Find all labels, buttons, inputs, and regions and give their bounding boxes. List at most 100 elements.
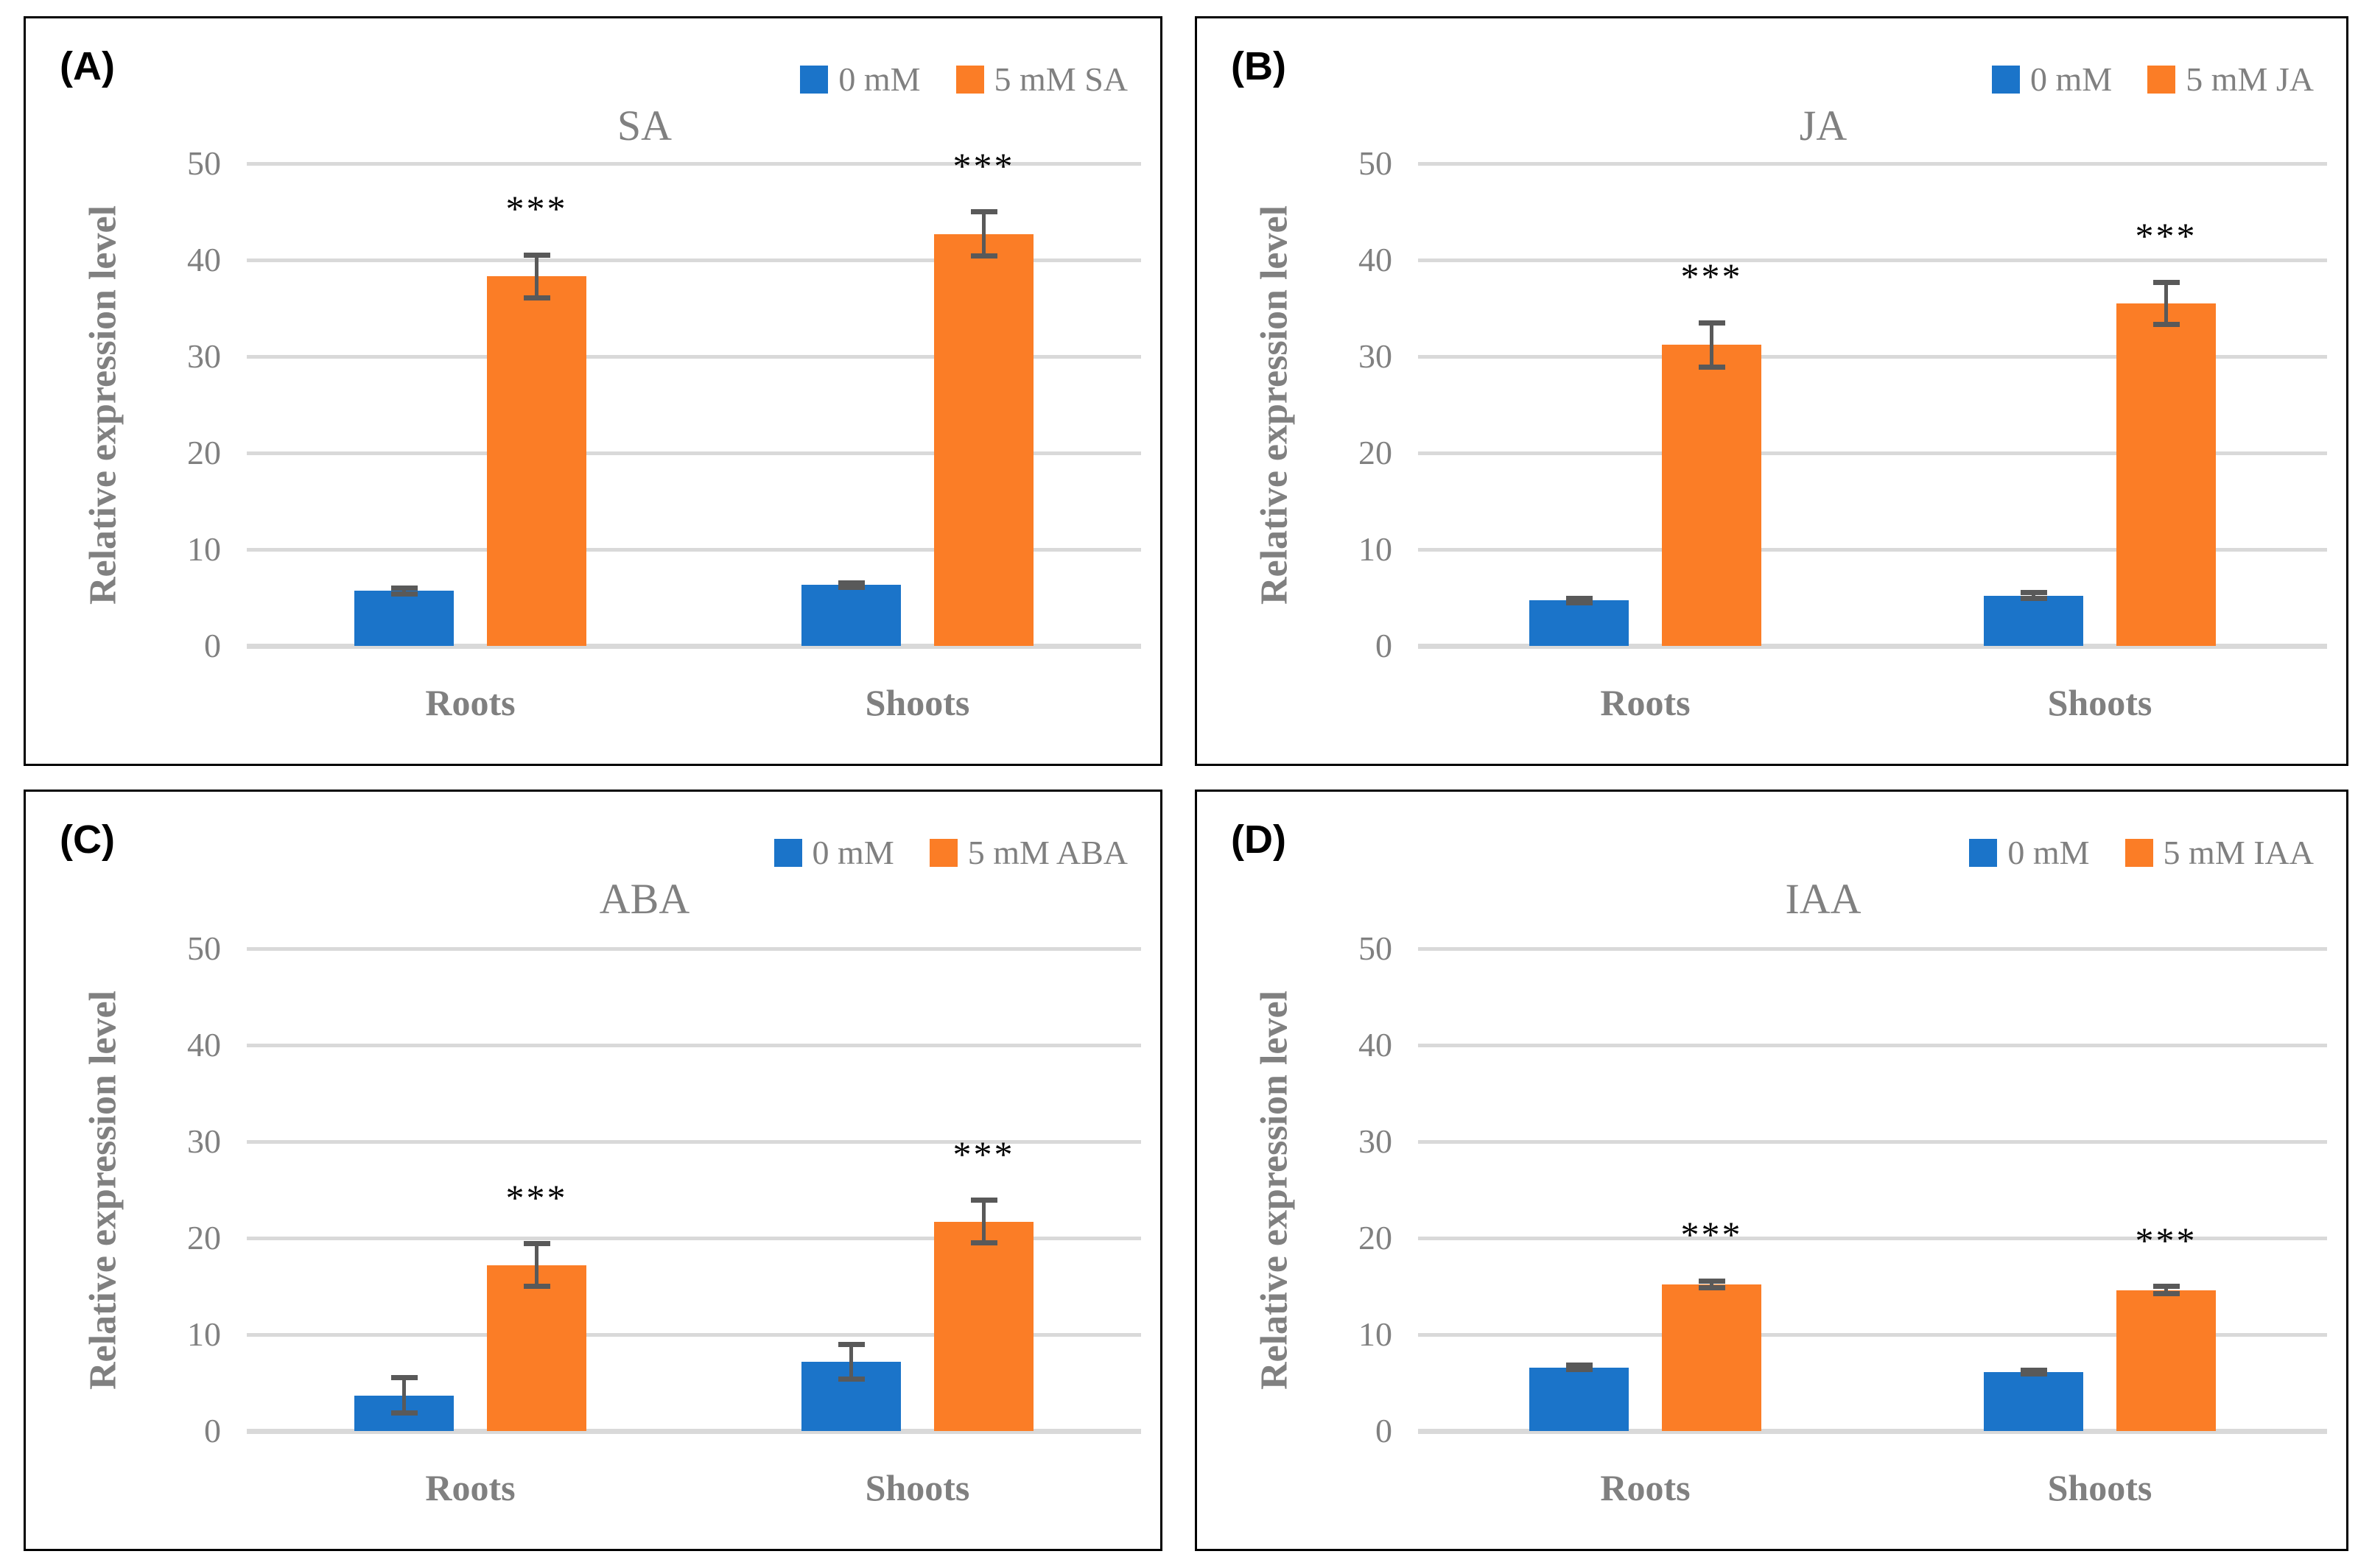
y-tick-label: 20 bbox=[1358, 1219, 1392, 1256]
error-bar-cap-top bbox=[523, 1241, 550, 1247]
error-bar-cap-bottom bbox=[2020, 1371, 2047, 1377]
chart-panel-d: (D) 0 mM 5 mM IAA IAA Relative expressio… bbox=[1195, 790, 2348, 1551]
y-tick-label: 0 bbox=[1375, 627, 1392, 664]
bar-treatment-shoots bbox=[2116, 1290, 2216, 1431]
legend-label-treatment: 5 mM ABA bbox=[967, 834, 1128, 871]
gridline-y10 bbox=[247, 547, 1141, 552]
legend-label-treatment: 5 mM IAA bbox=[2163, 834, 2314, 871]
gridline-y20 bbox=[1418, 1236, 2327, 1240]
legend-swatch-control bbox=[1969, 838, 1998, 867]
gridline-y20 bbox=[247, 451, 1141, 455]
error-bar-line bbox=[1710, 323, 1713, 368]
bar-treatment-roots bbox=[1662, 1284, 1761, 1431]
error-bar-cap-top bbox=[2020, 1367, 2047, 1373]
error-bar-cap-top bbox=[523, 252, 550, 258]
error-bar-cap-bottom bbox=[2020, 596, 2047, 602]
y-tick-label: 0 bbox=[204, 1412, 221, 1449]
error-bar-line bbox=[1710, 1281, 1713, 1288]
bar-control-roots bbox=[1529, 600, 1629, 646]
gridline-y20 bbox=[1418, 451, 2327, 455]
legend-a: 0 mM 5 mM SA bbox=[800, 60, 1128, 99]
error-bar-line bbox=[535, 1243, 538, 1287]
error-bar-cap-bottom bbox=[970, 253, 997, 259]
y-tick-label: 20 bbox=[1358, 434, 1392, 471]
plot-area-b: 0 10 20 30 40 50 Roots *** Shoots *** bbox=[1197, 18, 2346, 764]
error-bar-cap-top bbox=[970, 1198, 997, 1203]
gridline-y50 bbox=[247, 946, 1141, 951]
bar-control-shoots bbox=[1984, 595, 2083, 646]
category-label: Shoots bbox=[865, 682, 970, 723]
gridline-y30 bbox=[247, 354, 1141, 359]
significance-stars: *** bbox=[505, 188, 568, 230]
gridline-y40 bbox=[1418, 258, 2327, 262]
error-bar-cap-top bbox=[1565, 1363, 1593, 1368]
significance-stars: *** bbox=[2135, 215, 2197, 257]
y-tick-label: 20 bbox=[187, 434, 221, 471]
bar-treatment-shoots bbox=[2116, 303, 2216, 646]
gridline-y30 bbox=[247, 1139, 1141, 1144]
gridline-y30 bbox=[1418, 354, 2327, 359]
error-bar-cap-bottom bbox=[2152, 322, 2180, 328]
plot-area-d: 0 10 20 30 40 50 Roots *** Shoots *** bbox=[1197, 792, 2346, 1549]
legend-swatch-treatment bbox=[2124, 838, 2153, 867]
chart-panel-a: (A) 0 mM 5 mM SA SA Relative expression … bbox=[24, 16, 1162, 766]
chart-title-d: IAA bbox=[1785, 875, 1862, 923]
error-bar-line bbox=[2164, 282, 2168, 325]
category-label: Shoots bbox=[2047, 682, 2152, 723]
y-tick-label: 20 bbox=[187, 1219, 221, 1256]
chart-panel-b: (B) 0 mM 5 mM JA JA Relative expression … bbox=[1195, 16, 2348, 766]
bar-treatment-roots bbox=[487, 1265, 586, 1431]
gridline-y0 bbox=[1418, 643, 2327, 649]
y-tick-label: 50 bbox=[187, 929, 221, 967]
error-bar-cap-bottom bbox=[1565, 600, 1593, 606]
gridline-y50 bbox=[247, 161, 1141, 166]
error-bar-line bbox=[849, 1344, 853, 1379]
category-label: Shoots bbox=[2047, 1467, 2152, 1508]
y-tick-label: 40 bbox=[187, 1026, 221, 1064]
legend-swatch-treatment bbox=[929, 838, 958, 867]
significance-stars: *** bbox=[2135, 1219, 2197, 1261]
y-tick-label: 30 bbox=[1358, 1122, 1392, 1160]
significance-stars: *** bbox=[952, 1133, 1015, 1175]
legend-label-treatment: 5 mM SA bbox=[994, 60, 1128, 98]
bar-control-shoots bbox=[1984, 1372, 2083, 1431]
bar-treatment-roots bbox=[487, 276, 586, 646]
error-bar-cap-top bbox=[1565, 595, 1593, 601]
significance-stars: *** bbox=[505, 1176, 568, 1218]
gridline-y50 bbox=[1418, 161, 2327, 166]
bar-treatment-shoots bbox=[934, 233, 1034, 646]
bar-control-shoots bbox=[801, 585, 901, 646]
y-tick-label: 10 bbox=[1358, 530, 1392, 568]
error-bar-line bbox=[402, 588, 406, 594]
y-tick-label: 50 bbox=[1358, 929, 1392, 967]
plot-area-a: 0 10 20 30 40 50 Roots *** Shoots *** bbox=[26, 18, 1160, 764]
error-bar-cap-bottom bbox=[838, 584, 865, 590]
error-bar-cap-bottom bbox=[523, 295, 550, 300]
legend-swatch-control bbox=[1992, 65, 2020, 94]
error-bar-cap-top bbox=[970, 209, 997, 214]
panel-label-c: (C) bbox=[60, 818, 115, 862]
plot-area-c: 0 10 20 30 40 50 Roots *** Shoots *** bbox=[26, 792, 1160, 1549]
error-bar-cap-bottom bbox=[1698, 364, 1725, 370]
legend-swatch-treatment bbox=[955, 65, 984, 94]
y-tick-label: 40 bbox=[1358, 241, 1392, 278]
category-label: Roots bbox=[425, 682, 516, 723]
legend-swatch-treatment bbox=[2147, 65, 2176, 94]
error-bar-cap-top bbox=[2152, 279, 2180, 285]
bar-control-roots bbox=[354, 591, 454, 646]
gridline-y50 bbox=[1418, 946, 2327, 951]
chart-panel-c: (C) 0 mM 5 mM ABA ABA Relative expressio… bbox=[24, 790, 1162, 1551]
gridline-y30 bbox=[1418, 1139, 2327, 1144]
error-bar-cap-bottom bbox=[1698, 1284, 1725, 1290]
legend-label-control: 0 mM bbox=[812, 834, 894, 871]
error-bar-line bbox=[2032, 592, 2035, 599]
significance-stars: *** bbox=[952, 144, 1015, 186]
error-bar-cap-top bbox=[838, 1341, 865, 1347]
error-bar-cap-bottom bbox=[390, 1410, 418, 1416]
bar-control-roots bbox=[1529, 1367, 1629, 1431]
legend-c: 0 mM 5 mM ABA bbox=[773, 833, 1128, 872]
error-bar-cap-top bbox=[838, 580, 865, 586]
significance-stars: *** bbox=[1680, 1214, 1743, 1256]
gridline-y40 bbox=[1418, 1043, 2327, 1047]
